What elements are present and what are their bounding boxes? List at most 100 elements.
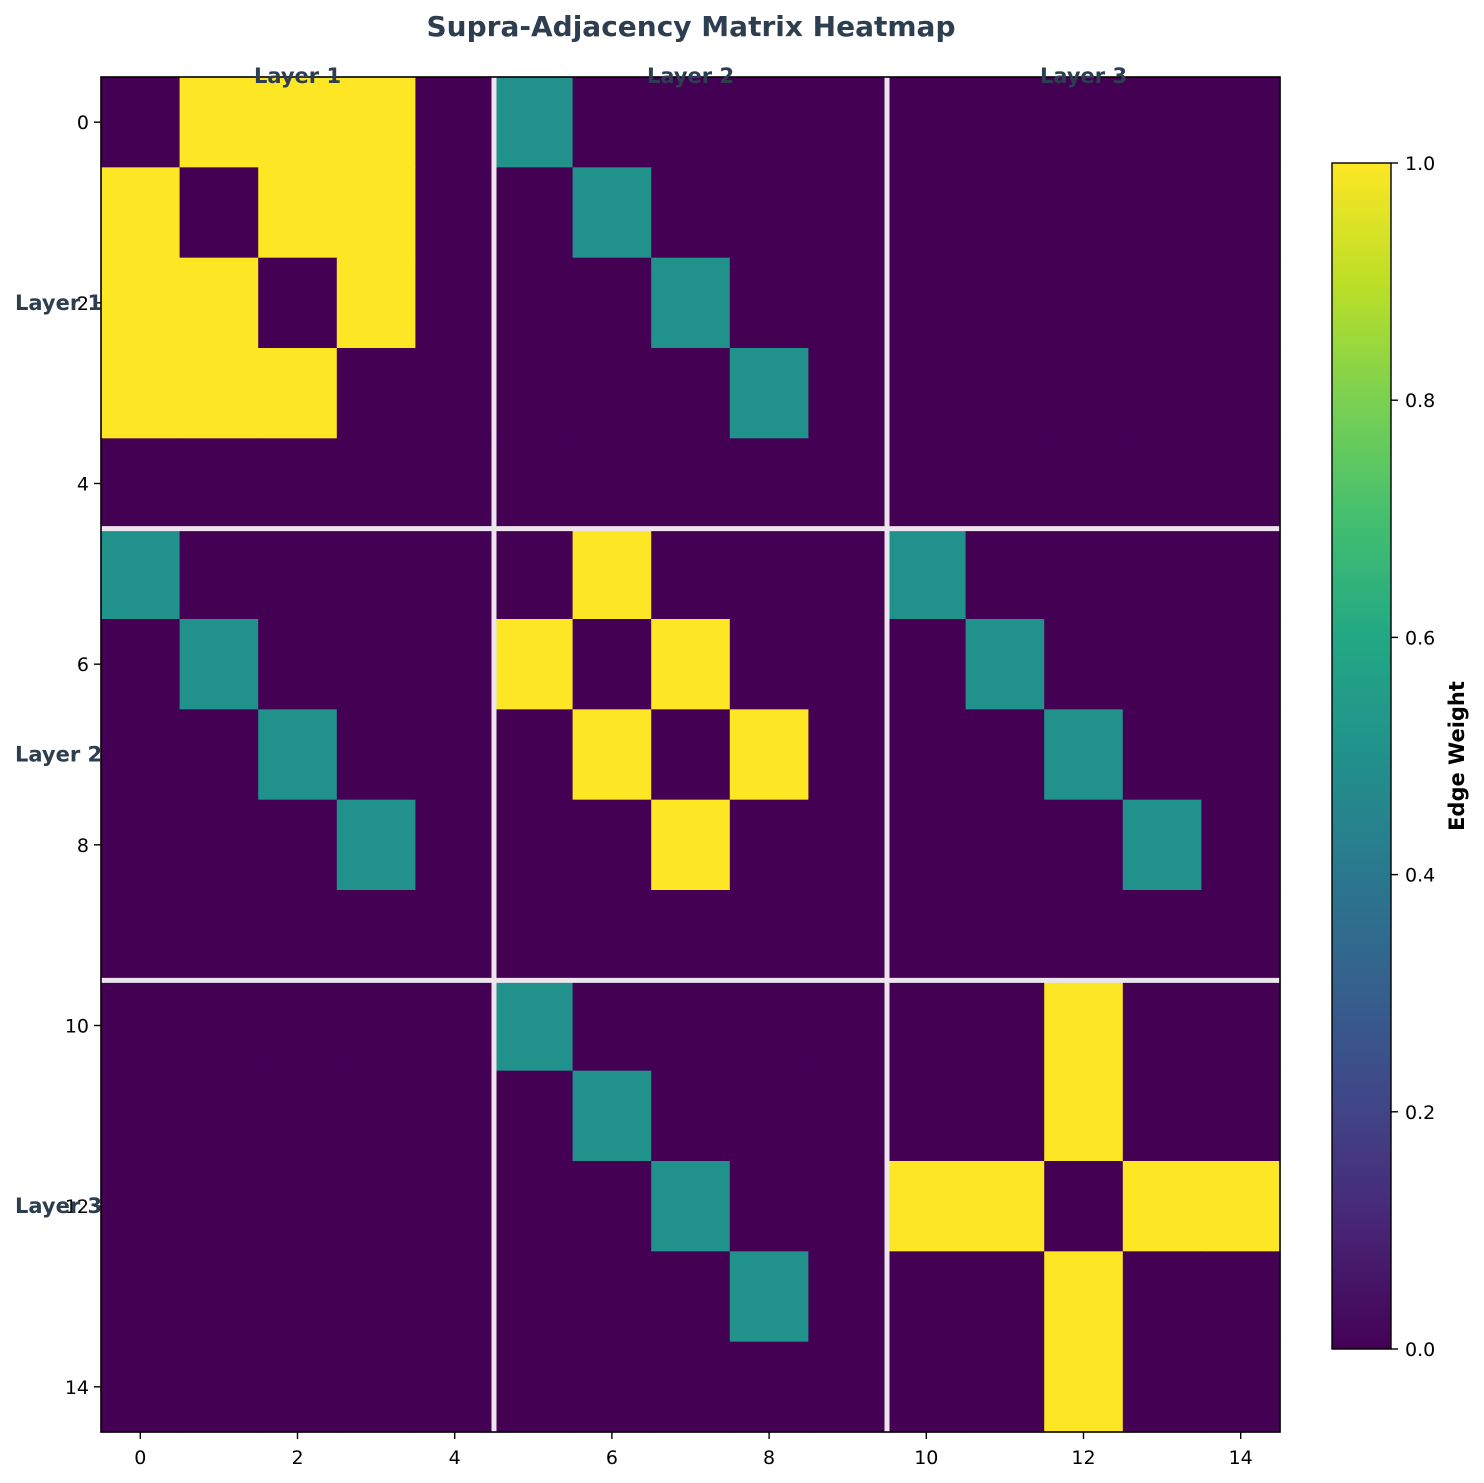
- heatmap-cell-r5-c13: [1122, 528, 1202, 620]
- heatmap-cell-r3-c7: [651, 348, 731, 439]
- heatmap-cell-r8-c6: [572, 799, 652, 891]
- heatmap-cell-r9-c14: [1201, 890, 1281, 981]
- heatmap-cell-r5-c10: [887, 528, 967, 620]
- heatmap-cell-r1-c8: [729, 167, 809, 259]
- y-tick-label: 2: [77, 293, 89, 315]
- heatmap-cell-r6-c14: [1201, 619, 1281, 710]
- heatmap-cell-r1-c6: [572, 167, 652, 259]
- heatmap-cell-r8-c9: [808, 799, 888, 891]
- heatmap-cell-r13-c13: [1122, 1251, 1202, 1343]
- heatmap-cell-r5-c7: [651, 528, 731, 620]
- heatmap-cell-r10-c2: [258, 980, 338, 1072]
- chart-title: Supra-Adjacency Matrix Heatmap: [427, 10, 956, 43]
- heatmap-cells: [101, 77, 1281, 1433]
- heatmap-cell-r6-c0: [101, 619, 181, 710]
- heatmap-cell-r8-c13: [1122, 799, 1202, 891]
- heatmap-cell-r6-c3: [336, 619, 416, 710]
- heatmap-cell-r0-c5: [494, 77, 574, 168]
- colorbar-tick-label: 0.0: [1405, 1339, 1435, 1361]
- heatmap-cell-r0-c0: [101, 77, 181, 168]
- heatmap-cell-r0-c13: [1122, 77, 1202, 168]
- heatmap-cell-r13-c1: [179, 1251, 259, 1343]
- heatmap-cell-r10-c9: [808, 980, 888, 1072]
- heatmap-cell-r3-c6: [572, 348, 652, 439]
- heatmap-cell-r9-c9: [808, 890, 888, 981]
- heatmap-cell-r6-c13: [1122, 619, 1202, 710]
- layer-label-left-3: Layer 3: [15, 1194, 102, 1218]
- heatmap-cell-r9-c12: [1044, 890, 1124, 981]
- heatmap-cell-r0-c2: [258, 77, 338, 168]
- heatmap-cell-r6-c8: [729, 619, 809, 710]
- heatmap-cell-r10-c14: [1201, 980, 1281, 1072]
- heatmap-cell-r1-c13: [1122, 167, 1202, 259]
- heatmap-cell-r3-c10: [887, 348, 967, 439]
- heatmap-cell-r14-c9: [808, 1341, 888, 1433]
- heatmap-cell-r1-c1: [179, 167, 259, 259]
- heatmap-cell-r1-c3: [336, 167, 416, 259]
- heatmap-cell-r3-c5: [494, 348, 574, 439]
- heatmap-cell-r8-c7: [651, 799, 731, 891]
- heatmap-cell-r4-c10: [887, 438, 967, 530]
- x-tick-label: 0: [134, 1447, 146, 1469]
- plot-frame: [100, 76, 1281, 1433]
- colorbar-tick-label: 0.6: [1405, 627, 1435, 649]
- heatmap-cell-r4-c13: [1122, 438, 1202, 530]
- heatmap-cell-r2-c6: [572, 257, 652, 349]
- heatmap-cell-r10-c3: [336, 980, 416, 1072]
- heatmap-cell-r6-c6: [572, 619, 652, 710]
- heatmap-cell-r11-c0: [101, 1070, 181, 1162]
- colorbar-tick-label: 0.8: [1405, 390, 1435, 412]
- heatmap-cell-r7-c1: [179, 709, 259, 801]
- heatmap-cell-r7-c0: [101, 709, 181, 801]
- heatmap-cell-r12-c8: [729, 1161, 809, 1252]
- heatmap-cell-r0-c1: [179, 77, 259, 168]
- heatmap-cell-r14-c6: [572, 1341, 652, 1433]
- x-tick-label: 10: [914, 1447, 938, 1469]
- colorbar-tick-label: 0.4: [1405, 865, 1435, 887]
- heatmap-cell-r6-c9: [808, 619, 888, 710]
- heatmap-cell-r3-c13: [1122, 348, 1202, 439]
- y-axis-ticks: 0 2 4 6 8 10 12 14: [65, 112, 101, 1399]
- heatmap-cell-r8-c14: [1201, 799, 1281, 891]
- heatmap-cell-r11-c2: [258, 1070, 338, 1162]
- heatmap-cell-r1-c9: [808, 167, 888, 259]
- heatmap-cell-r5-c5: [494, 528, 574, 620]
- colorbar-ticks: 0.0 0.2 0.4 0.6 0.8 1.0: [1391, 153, 1435, 1361]
- heatmap-cell-r4-c0: [101, 438, 181, 530]
- heatmap-cell-r10-c5: [494, 980, 574, 1072]
- heatmap-cell-r5-c0: [101, 528, 181, 620]
- heatmap-cell-r10-c1: [179, 980, 259, 1072]
- heatmap-cell-r7-c10: [887, 709, 967, 801]
- heatmap-cell-r7-c6: [572, 709, 652, 801]
- heatmap-cell-r7-c12: [1044, 709, 1124, 801]
- heatmap-cell-r11-c3: [336, 1070, 416, 1162]
- heatmap-cell-r2-c3: [336, 257, 416, 349]
- heatmap-cell-r14-c0: [101, 1341, 181, 1433]
- heatmap-cell-r4-c9: [808, 438, 888, 530]
- heatmap-cell-r8-c3: [336, 799, 416, 891]
- heatmap-cell-r4-c8: [729, 438, 809, 530]
- heatmap-cell-r6-c1: [179, 619, 259, 710]
- layer-labels-left: Layer 1 Layer 2 Layer 3: [15, 291, 102, 1218]
- heatmap-cell-r10-c13: [1122, 980, 1202, 1072]
- colorbar-tick-label: 1.0: [1405, 153, 1435, 175]
- heatmap-cell-r2-c10: [887, 257, 967, 349]
- heatmap-cell-r7-c14: [1201, 709, 1281, 801]
- heatmap-cell-r13-c2: [258, 1251, 338, 1343]
- heatmap-cell-r10-c7: [651, 980, 731, 1072]
- heatmap-cell-r13-c4: [415, 1251, 495, 1343]
- heatmap-cell-r3-c14: [1201, 348, 1281, 439]
- heatmap-cell-r3-c3: [336, 348, 416, 439]
- heatmap-cell-r6-c5: [494, 619, 574, 710]
- heatmap-cell-r5-c2: [258, 528, 338, 620]
- heatmap-cell-r12-c12: [1044, 1161, 1124, 1252]
- heatmap-cell-r12-c14: [1201, 1161, 1281, 1252]
- heatmap-cell-r7-c4: [415, 709, 495, 801]
- heatmap-cell-r13-c14: [1201, 1251, 1281, 1343]
- heatmap-cell-r12-c9: [808, 1161, 888, 1252]
- heatmap-cell-r9-c10: [887, 890, 967, 981]
- heatmap-cell-r8-c4: [415, 799, 495, 891]
- heatmap-cell-r2-c14: [1201, 257, 1281, 349]
- heatmap-cell-r14-c14: [1201, 1341, 1281, 1433]
- heatmap-cell-r11-c9: [808, 1070, 888, 1162]
